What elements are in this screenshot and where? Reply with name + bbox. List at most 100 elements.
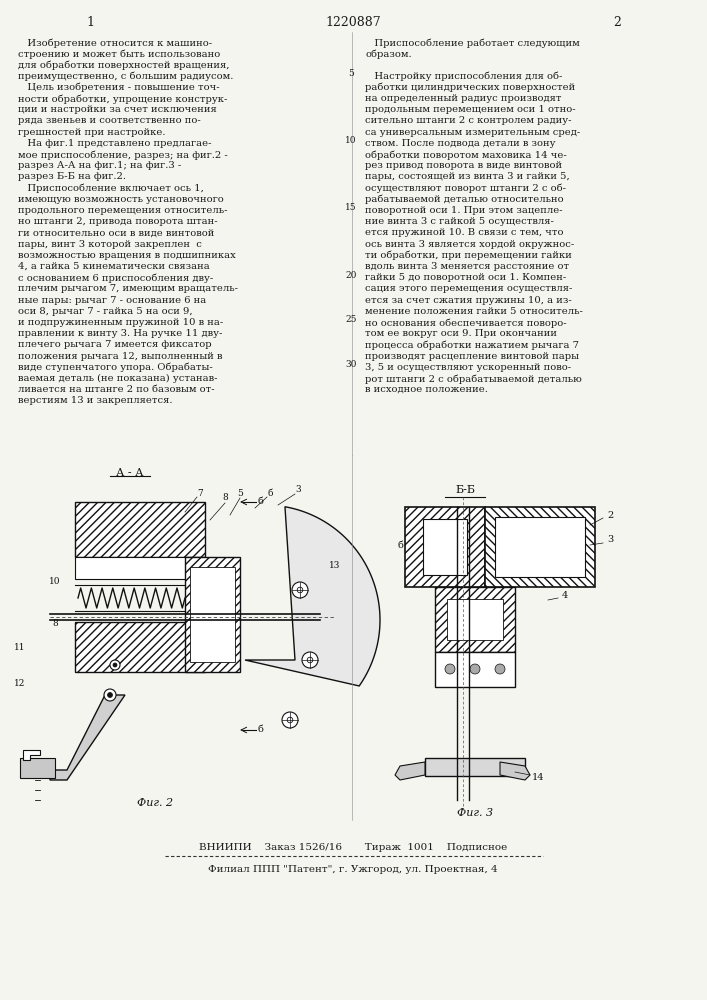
Circle shape: [110, 660, 120, 670]
Polygon shape: [23, 750, 40, 760]
Text: 3: 3: [607, 536, 613, 544]
Text: разрез А-А на фиг.1; на фиг.3 -: разрез А-А на фиг.1; на фиг.3 -: [18, 161, 181, 170]
Text: положения рычага 12, выполненный в: положения рычага 12, выполненный в: [18, 352, 223, 361]
Text: ливается на штанге 2 по базовым от-: ливается на штанге 2 по базовым от-: [18, 385, 215, 394]
Text: ваемая деталь (не показана) устанав-: ваемая деталь (не показана) устанав-: [18, 374, 218, 383]
Text: возможностью вращения в подшипниках: возможностью вращения в подшипниках: [18, 251, 235, 260]
Text: ется за счет сжатия пружины 10, а из-: ется за счет сжатия пружины 10, а из-: [365, 296, 572, 305]
Text: ВНИИПИ    Заказ 1526/16       Тираж  1001    Подписное: ВНИИПИ Заказ 1526/16 Тираж 1001 Подписно…: [199, 843, 507, 852]
Text: плечим рычагом 7, имеющим вращатель-: плечим рычагом 7, имеющим вращатель-: [18, 284, 238, 293]
Text: осуществляют поворот штанги 2 с об-: осуществляют поворот штанги 2 с об-: [365, 184, 566, 193]
Text: Филиал ППП "Патент", г. Ужгород, ул. Проектная, 4: Филиал ППП "Патент", г. Ужгород, ул. Про…: [208, 865, 498, 874]
Text: оси 8, рычаг 7 - гайка 5 на оси 9,: оси 8, рычаг 7 - гайка 5 на оси 9,: [18, 307, 192, 316]
Text: 4: 4: [562, 590, 568, 599]
Text: 10: 10: [345, 136, 357, 145]
Text: производят расцепление винтовой пары: производят расцепление винтовой пары: [365, 352, 579, 361]
Circle shape: [470, 664, 480, 674]
Text: б: б: [267, 488, 273, 497]
Bar: [405, 507, 485, 587]
Text: 3: 3: [296, 486, 300, 494]
Text: ось винта 3 является хордой окружнос-: ось винта 3 является хордой окружнос-: [365, 240, 574, 249]
Text: 11: 11: [14, 644, 25, 652]
Circle shape: [308, 657, 312, 663]
Text: Б-Б: Б-Б: [455, 485, 475, 495]
Circle shape: [113, 663, 117, 667]
Text: правлении к винту 3. На ручке 11 дву-: правлении к винту 3. На ручке 11 дву-: [18, 329, 223, 338]
Text: ти обработки, при перемещении гайки: ти обработки, при перемещении гайки: [365, 251, 572, 260]
Text: работки цилиндрических поверхностей: работки цилиндрических поверхностей: [365, 83, 575, 92]
Text: 7: 7: [197, 488, 203, 497]
Text: ности обработки, упрощение конструк-: ности обработки, упрощение конструк-: [18, 94, 228, 104]
Text: пары, винт 3 которой закреплен  с: пары, винт 3 которой закреплен с: [18, 240, 202, 249]
Text: гайки 5 до поворотной оси 1. Компен-: гайки 5 до поворотной оси 1. Компен-: [365, 273, 566, 282]
Bar: [485, 507, 595, 587]
Text: разрез Б-Б на фиг.2.: разрез Б-Б на фиг.2.: [18, 172, 126, 181]
Text: На фиг.1 представлено предлагае-: На фиг.1 представлено предлагае-: [18, 139, 211, 148]
Text: рот штанги 2 с обрабатываемой деталью: рот штанги 2 с обрабатываемой деталью: [365, 374, 582, 383]
Text: А - А: А - А: [116, 468, 144, 478]
Text: процесса обработки нажатием рычага 7: процесса обработки нажатием рычага 7: [365, 340, 579, 350]
Text: ные пары: рычаг 7 - основание 6 на: ные пары: рычаг 7 - основание 6 на: [18, 296, 206, 305]
Text: 14: 14: [532, 774, 544, 782]
Text: 1220887: 1220887: [325, 15, 381, 28]
Text: 2: 2: [607, 510, 613, 520]
Text: образом.: образом.: [365, 49, 411, 59]
Text: ции и настройки за счет исключения: ции и настройки за счет исключения: [18, 105, 217, 114]
Bar: [423, 519, 467, 575]
Text: ние винта 3 с гайкой 5 осуществля-: ние винта 3 с гайкой 5 осуществля-: [365, 217, 554, 226]
Text: 4, а гайка 5 кинематически связана: 4, а гайка 5 кинематически связана: [18, 262, 210, 271]
Bar: [75, 557, 205, 579]
Text: Фиг. 2: Фиг. 2: [137, 798, 173, 808]
Text: 10: 10: [49, 578, 61, 586]
Bar: [75, 502, 205, 557]
Bar: [190, 567, 235, 662]
Circle shape: [292, 582, 308, 598]
Text: б: б: [258, 497, 264, 506]
Text: 3, 5 и осуществляют ускоренный пово-: 3, 5 и осуществляют ускоренный пово-: [365, 363, 571, 372]
Text: преимущественно, с большим радиусом.: преимущественно, с большим радиусом.: [18, 72, 233, 81]
Text: Изобретение относится к машино-: Изобретение относится к машино-: [18, 38, 212, 47]
Bar: [75, 622, 205, 672]
Text: продольным перемещением оси 1 отно-: продольным перемещением оси 1 отно-: [365, 105, 575, 114]
Circle shape: [445, 664, 455, 674]
Bar: [435, 652, 515, 687]
Polygon shape: [20, 758, 55, 778]
Text: поворотной оси 1. При этом зацепле-: поворотной оси 1. При этом зацепле-: [365, 206, 563, 215]
Text: на определенный радиус производят: на определенный радиус производят: [365, 94, 561, 103]
Text: обработки поворотом маховика 14 че-: обработки поворотом маховика 14 че-: [365, 150, 567, 159]
Text: вдоль винта 3 меняется расстояние от: вдоль винта 3 меняется расстояние от: [365, 262, 569, 271]
Bar: [495, 517, 585, 577]
Text: 13: 13: [329, 560, 341, 570]
Text: б: б: [258, 726, 264, 734]
Text: мое приспособление, разрез; на фиг.2 -: мое приспособление, разрез; на фиг.2 -: [18, 150, 228, 159]
Text: строению и может быть использовано: строению и может быть использовано: [18, 49, 221, 59]
Text: сация этого перемещения осуществля-: сация этого перемещения осуществля-: [365, 284, 573, 293]
Polygon shape: [50, 695, 125, 780]
Text: с основанием 6 приспособления дву-: с основанием 6 приспособления дву-: [18, 273, 214, 283]
Text: Цель изобретения - повышение точ-: Цель изобретения - повышение точ-: [18, 83, 220, 92]
Text: плечего рычага 7 имеется фиксатор: плечего рычага 7 имеется фиксатор: [18, 340, 211, 349]
Bar: [185, 557, 240, 672]
Text: 5: 5: [237, 488, 243, 497]
Circle shape: [297, 587, 303, 593]
Text: грешностей при настройке.: грешностей при настройке.: [18, 128, 165, 137]
Text: верстиям 13 и закрепляется.: верстиям 13 и закрепляется.: [18, 396, 173, 405]
Text: для обработки поверхностей вращения,: для обработки поверхностей вращения,: [18, 60, 230, 70]
Text: ряда звеньев и соответственно по-: ряда звеньев и соответственно по-: [18, 116, 201, 125]
Text: 8: 8: [52, 618, 58, 628]
Text: Приспособление включает ось 1,: Приспособление включает ось 1,: [18, 184, 204, 193]
Circle shape: [287, 717, 293, 723]
Polygon shape: [500, 762, 530, 780]
Text: 30: 30: [345, 360, 357, 369]
Text: 25: 25: [345, 316, 357, 324]
Text: сительно штанги 2 с контролем радиу-: сительно штанги 2 с контролем радиу-: [365, 116, 571, 125]
Text: 2: 2: [613, 15, 621, 28]
Text: в исходное положение.: в исходное положение.: [365, 385, 488, 394]
Text: но основания обеспечивается поворо-: но основания обеспечивается поворо-: [365, 318, 566, 328]
Text: 12: 12: [14, 678, 25, 688]
Text: б: б: [397, 540, 403, 550]
Polygon shape: [245, 507, 380, 686]
Text: 5: 5: [348, 69, 354, 78]
Text: виде ступенчатого упора. Обрабаты-: виде ступенчатого упора. Обрабаты-: [18, 363, 213, 372]
Circle shape: [104, 689, 116, 701]
